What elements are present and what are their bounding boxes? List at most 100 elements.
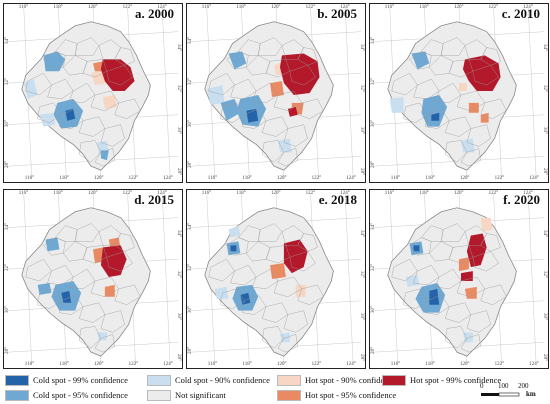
county-boundary — [283, 310, 308, 333]
scale-unit: km — [526, 390, 536, 398]
latitude-tick-label: 28° — [188, 161, 193, 169]
county-boundary — [297, 98, 324, 119]
county-boundary — [434, 82, 462, 104]
county-boundary — [413, 78, 440, 100]
county-boundary — [409, 51, 432, 70]
cluster-region-c90 — [206, 85, 225, 105]
county-boundary — [297, 233, 318, 252]
cluster-region-h95 — [459, 257, 469, 272]
county-boundary — [68, 268, 96, 290]
legend-label: Hot spot - 95% confidence — [305, 390, 397, 400]
cluster-region-h95 — [104, 284, 115, 297]
cluster-region-h99 — [100, 245, 127, 278]
longitude-tick-label: 116° — [201, 191, 212, 196]
cluster-region-h90 — [480, 217, 493, 232]
county-boundary — [43, 237, 66, 256]
county-boundary — [273, 276, 302, 298]
longitude-tick-label: 124° — [346, 362, 356, 367]
longitude-tick-label: 124° — [157, 191, 167, 196]
cluster-region-h95 — [93, 61, 103, 72]
cluster-region-c99 — [429, 288, 440, 305]
longitude-tick-label: 118° — [425, 362, 435, 367]
latitude-tick-label: 34° — [542, 229, 547, 237]
graticule-line — [527, 193, 537, 365]
graticule-line — [161, 7, 171, 179]
county-boundary — [460, 148, 481, 167]
latitude-tick-label: 34° — [359, 43, 364, 51]
county-boundary — [114, 47, 135, 66]
legend-swatch-not-significant — [147, 389, 171, 401]
cluster-region-c90 — [39, 112, 56, 127]
legend-swatch-hot-95 — [277, 389, 301, 401]
latitude-tick-label: 32° — [542, 271, 547, 279]
longitude-tick-label: 120° — [454, 191, 464, 196]
longitude-tick-label: 120° — [460, 176, 470, 181]
map-panel-a: a. 2000 116° 116° 118° 118° 120° 120° 122° 122° 1… — [3, 3, 183, 183]
cluster-region-c95 — [421, 94, 448, 127]
latitude-tick-label: 32° — [359, 271, 364, 279]
longitude-tick-label: 120° — [94, 362, 104, 367]
cluster-region-c90 — [214, 286, 229, 299]
latitude-tick-label: 32° — [188, 264, 193, 272]
latitude-tick-label: 30° — [542, 312, 547, 320]
county-boundary — [37, 288, 62, 309]
longitude-tick-label: 122° — [311, 176, 322, 181]
latitude-tick-label: 28° — [371, 161, 376, 169]
cluster-region-h99 — [460, 271, 473, 281]
legend: Cold spot - 99% confidence Cold spot - 9… — [0, 370, 550, 404]
scale-label-mid: 100 — [498, 382, 509, 390]
latitude-tick-label: 34° — [188, 36, 193, 44]
map-panel-c: c. 2010 116° 116° 118° 118° 120° 120° 122° 122° 1… — [369, 3, 549, 183]
county-boundary — [472, 65, 499, 86]
county-boundary — [440, 37, 466, 56]
county-boundary — [283, 124, 308, 147]
map-graphic — [373, 7, 545, 179]
longitude-tick-label: 116° — [384, 5, 395, 10]
legend-item-cold-95: Cold spot - 95% confidence — [5, 389, 128, 401]
county-boundary — [220, 102, 245, 123]
longitude-tick-label: 124° — [163, 362, 173, 367]
county-boundary — [440, 223, 466, 242]
latitude-tick-label: 28° — [371, 347, 376, 355]
county-boundary — [444, 140, 468, 163]
county-boundary — [82, 59, 108, 78]
longitude-tick-label: 116° — [18, 5, 29, 10]
longitude-tick-label: 116° — [390, 176, 401, 181]
county-boundary — [78, 140, 102, 163]
county-boundary — [261, 326, 285, 349]
longitude-tick-label: 118° — [236, 5, 246, 10]
longitude-tick-label: 118° — [53, 191, 63, 196]
county-boundary — [265, 245, 291, 264]
cluster-region-c90 — [405, 275, 420, 287]
latitude-tick-label: 30° — [542, 126, 547, 134]
county-boundary — [480, 47, 501, 66]
county-boundary — [277, 334, 298, 353]
county-boundary — [114, 233, 135, 252]
county-boundary — [100, 124, 125, 147]
legend-swatch-cold-95 — [5, 389, 29, 401]
county-boundary — [242, 108, 267, 129]
latitude-tick-label: 34° — [188, 222, 193, 230]
scale-bar: 0 100 200 km — [472, 382, 546, 402]
map-graphic — [190, 7, 362, 179]
cluster-region-h90 — [295, 284, 306, 297]
region-outline — [21, 21, 151, 171]
scale-label-max: 200 — [518, 382, 529, 390]
map-panel-d: d. 2015 116° 116° 118° 118° 120° 120° 122° 122° 1… — [3, 189, 183, 369]
scale-bar-graphic — [481, 392, 520, 397]
latitude-tick-label: 28° — [188, 347, 193, 355]
latitude-tick-label: 34° — [371, 222, 376, 230]
graticule-line — [344, 7, 354, 179]
county-boundary — [106, 65, 133, 86]
longitude-tick-label: 118° — [242, 176, 252, 181]
legend-item-hot-95: Hot spot - 95% confidence — [277, 389, 396, 401]
latitude-tick-label: 32° — [542, 85, 547, 93]
longitude-tick-label: 116° — [18, 191, 29, 196]
cluster-region-c99 — [431, 112, 440, 121]
county-boundary — [472, 251, 499, 272]
latitude-tick-label: 28° — [176, 168, 181, 176]
county-boundary — [413, 264, 440, 286]
county-boundary — [78, 116, 106, 137]
cluster-region-h99 — [466, 233, 487, 268]
county-boundary — [448, 59, 474, 78]
